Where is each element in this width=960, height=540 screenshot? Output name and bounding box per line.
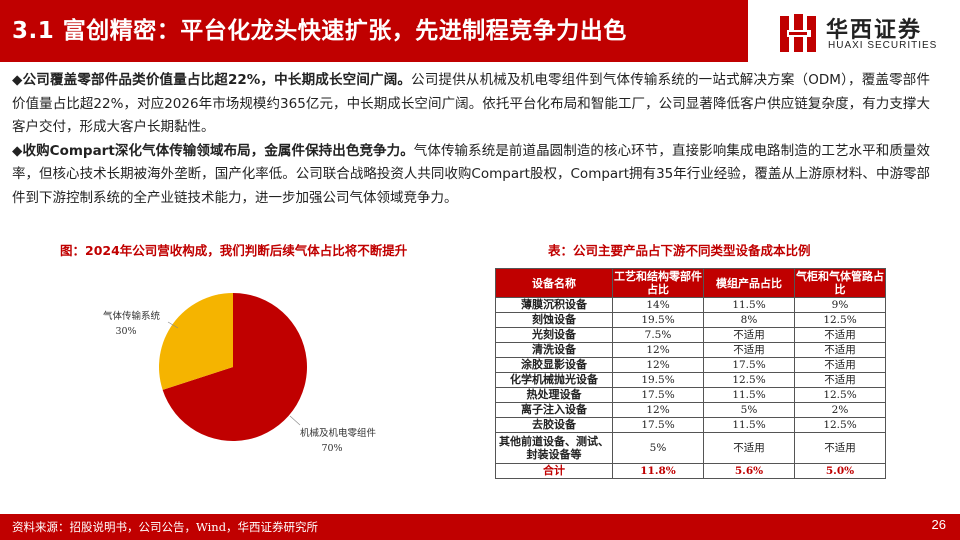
cell-device-name: 清洗设备	[495, 342, 613, 358]
header-process-parts: 工艺和结构零部件占比	[612, 268, 704, 298]
cell-value: 12%	[612, 357, 704, 373]
page-title: 3.1 富创精密：平台化龙头快速扩张，先进制程竞争力出色	[12, 18, 627, 44]
table-total-row: 合计 11.8% 5.6% 5.0%	[495, 463, 886, 479]
pie-leader-line	[289, 415, 301, 426]
cell-value: 11.5%	[703, 297, 795, 313]
cell-value: 不适用	[703, 327, 795, 343]
cell-value: 5%	[612, 432, 704, 464]
table-row: 清洗设备 12% 不适用 不适用	[495, 342, 886, 358]
cell-device-name: 刻蚀设备	[495, 312, 613, 328]
cell-value: 17.5%	[612, 387, 704, 403]
paragraph-lead: 公司覆盖零部件品类价值量占比超22%，中长期成长空间广阔。	[22, 72, 412, 88]
cell-value: 12.5%	[794, 417, 886, 433]
cell-value: 11.8%	[612, 463, 704, 479]
header-module: 模组产品占比	[703, 268, 795, 298]
cell-device-name: 离子注入设备	[495, 402, 613, 418]
page-number: 26	[931, 517, 946, 532]
cell-value: 不适用	[794, 432, 886, 464]
table-row: 去胶设备 17.5% 11.5% 12.5%	[495, 417, 886, 433]
cell-value: 12.5%	[703, 372, 795, 388]
cell-device-name: 涂胶显影设备	[495, 357, 613, 373]
source-note: 资料来源：招股说明书，公司公告，Wind，华西证券研究所	[12, 520, 319, 534]
cell-value: 不适用	[794, 342, 886, 358]
table-row: 其他前道设备、测试、封装设备等 5% 不适用 不适用	[495, 432, 886, 464]
cell-value: 不适用	[794, 357, 886, 373]
cell-value: 14%	[612, 297, 704, 313]
cell-value: 17.5%	[612, 417, 704, 433]
table-row: 涂胶显影设备 12% 17.5% 不适用	[495, 357, 886, 373]
header-device: 设备名称	[495, 268, 613, 298]
paragraph-body: 气体传输系统是前道晶圆制造的核心环节，直接影响集成电路制造的工艺水平和质量效率，…	[12, 142, 931, 206]
body-text: ◆公司覆盖零部件品类价值量占比超22%，中长期成长空间广阔。公司提供从机械及机电…	[12, 69, 930, 210]
cell-value: 7.5%	[612, 327, 704, 343]
cell-value: 5.6%	[703, 463, 795, 479]
cell-value: 12%	[612, 402, 704, 418]
table-row: 刻蚀设备 19.5% 8% 12.5%	[495, 312, 886, 328]
huaxi-logo-icon	[780, 14, 816, 52]
paragraph-1: ◆公司覆盖零部件品类价值量占比超22%，中长期成长空间广阔。公司提供从机械及机电…	[12, 69, 930, 140]
cell-device-name: 其他前道设备、测试、封装设备等	[495, 432, 613, 464]
pie-label-name: 机械及机电零组件	[300, 427, 377, 439]
cell-value: 9%	[794, 297, 886, 313]
cell-value: 11.5%	[703, 417, 795, 433]
pie-label-value: 70%	[321, 443, 342, 454]
table-header-row: 设备名称 工艺和结构零部件占比 模组产品占比 气柜和气体管路占比	[495, 268, 886, 298]
table-row: 热处理设备 17.5% 11.5% 12.5%	[495, 387, 886, 403]
cell-value: 5.0%	[794, 463, 886, 479]
cell-value: 12.5%	[794, 312, 886, 328]
cell-device-name: 化学机械抛光设备	[495, 372, 613, 388]
paragraph-2: ◆收购Compart深化气体传输领域布局，金属件保持出色竞争力。气体传输系统是前…	[12, 140, 930, 211]
table-title: 表：公司主要产品占下游不同类型设备成本比例	[548, 243, 811, 258]
cell-value: 11.5%	[703, 387, 795, 403]
cell-value: 2%	[794, 402, 886, 418]
cell-value: 不适用	[794, 372, 886, 388]
cell-value: 5%	[703, 402, 795, 418]
footer-bar	[0, 514, 960, 540]
revenue-pie-chart: 机械及机电零组件 70% 气体传输系统 30%	[103, 293, 377, 454]
pie-slice-mechanical	[162, 293, 307, 441]
cell-value: 12%	[612, 342, 704, 358]
huaxi-logo: 华西证券 HUAXI SECURITIES	[778, 10, 953, 56]
table-row: 离子注入设备 12% 5% 2%	[495, 402, 886, 418]
cell-value: 19.5%	[612, 312, 704, 328]
cell-device-name: 薄膜沉积设备	[495, 297, 613, 313]
cell-value: 不适用	[703, 342, 795, 358]
cell-value: 17.5%	[703, 357, 795, 373]
pie-label-name: 气体传输系统	[103, 310, 161, 322]
cell-device-name: 热处理设备	[495, 387, 613, 403]
cost-ratio-table: 设备名称 工艺和结构零部件占比 模组产品占比 气柜和气体管路占比 薄膜沉积设备 1…	[495, 268, 886, 479]
cell-value: 19.5%	[612, 372, 704, 388]
bullet: ◆	[12, 142, 23, 159]
bullet: ◆	[12, 72, 23, 88]
paragraph-body: 公司提供从机械及机电零组件到气体传输系统的一站式解决方案（ODM），覆盖零部件价…	[12, 72, 931, 135]
pie-label-value: 30%	[115, 326, 136, 337]
table-row: 薄膜沉积设备 14% 11.5% 9%	[495, 297, 886, 313]
table-row: 化学机械抛光设备 19.5% 12.5% 不适用	[495, 372, 886, 388]
table-row: 光刻设备 7.5% 不适用 不适用	[495, 327, 886, 343]
logo-name-en: HUAXI SECURITIES	[828, 40, 938, 51]
title-bar	[0, 0, 748, 62]
cell-value: 8%	[703, 312, 795, 328]
pie-leader-line	[167, 321, 179, 329]
cell-value: 不适用	[703, 432, 795, 464]
paragraph-lead: 收购Compart深化气体传输领域布局，金属件保持出色竞争力。	[22, 142, 414, 159]
logo-name-cn: 华西证券	[826, 17, 923, 43]
cell-device-name: 光刻设备	[495, 327, 613, 343]
pie-slice-gas	[158, 293, 233, 390]
chart-title: 图：2024年公司营收构成，我们判断后续气体占比将不断提升	[60, 243, 408, 258]
cell-device-name: 去胶设备	[495, 417, 613, 433]
cell-value: 不适用	[794, 327, 886, 343]
header-gas-cabinet: 气柜和气体管路占比	[794, 268, 886, 298]
cell-value: 12.5%	[794, 387, 886, 403]
cell-device-name: 合计	[495, 463, 613, 479]
